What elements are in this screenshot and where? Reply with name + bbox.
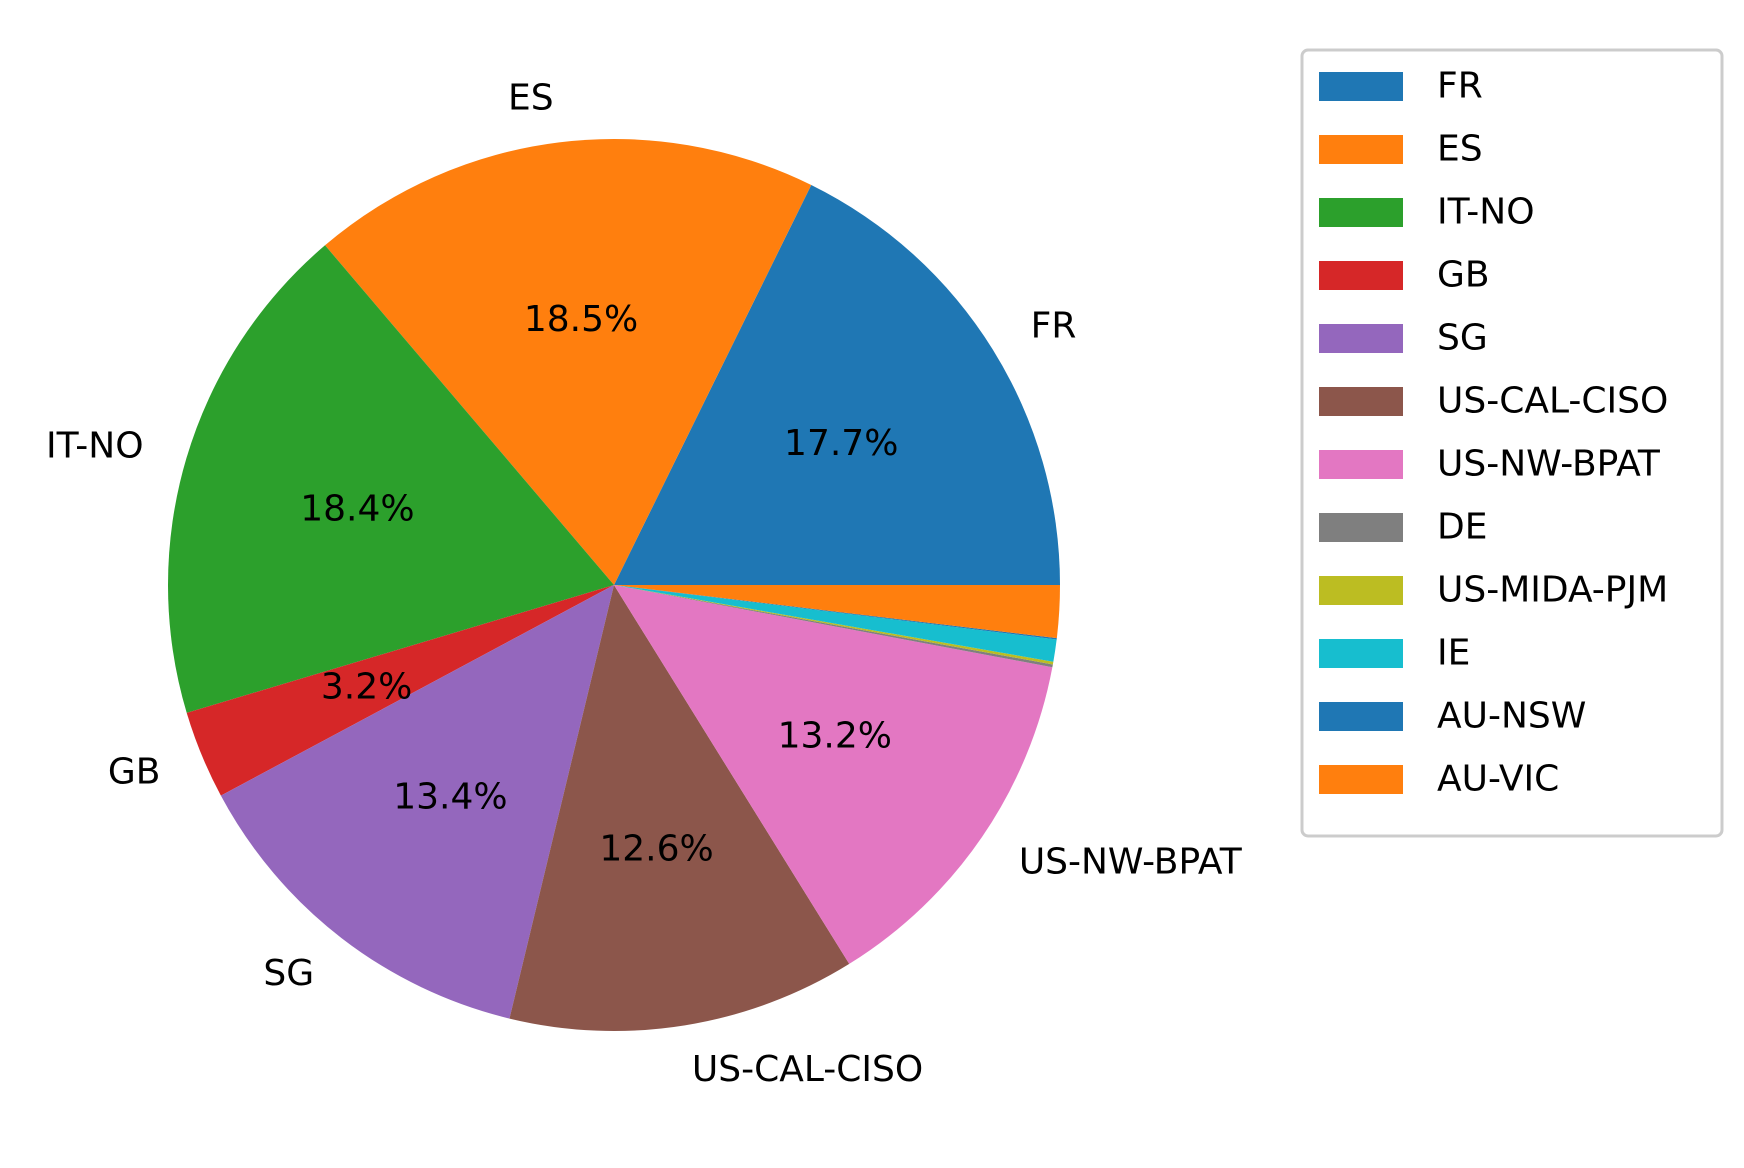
slice-label-es: ES bbox=[508, 78, 554, 119]
legend-swatch-de bbox=[1319, 513, 1403, 542]
pie-slice-sg bbox=[220, 585, 614, 1019]
legend: FR ES IT-NO GB SG US-CAL-CISO US-NW-BPAT DE US-M… bbox=[1300, 48, 1724, 838]
pie-slice-fr bbox=[614, 184, 1060, 586]
legend-frame bbox=[1300, 48, 1724, 838]
pie-slice-ie bbox=[614, 585, 1057, 662]
percent-label-us-cal-ciso: 12.6% bbox=[599, 829, 713, 870]
pie-slice-au-nsw bbox=[614, 585, 1057, 640]
legend-swatch-it-no bbox=[1319, 198, 1403, 227]
legend-swatch-es bbox=[1319, 135, 1403, 164]
legend-swatch-us-mida-pjm bbox=[1319, 576, 1403, 605]
pie-slice-us-mida-pjm bbox=[614, 585, 1054, 665]
legend-swatch-us-nw-bpat bbox=[1319, 450, 1403, 479]
legend-label-it-no: IT-NO bbox=[1437, 192, 1535, 233]
legend-swatch-au-vic bbox=[1319, 765, 1403, 794]
slice-label-us-nw-bpat: US-NW-BPAT bbox=[1019, 842, 1243, 883]
legend-label-us-nw-bpat: US-NW-BPAT bbox=[1437, 444, 1661, 485]
legend-label-au-nsw: AU-NSW bbox=[1437, 696, 1586, 737]
pie-slice-us-cal-ciso bbox=[509, 585, 850, 1031]
slice-labels: FR ES IT-NO GB SG US-CAL-CISO US-NW-BPAT bbox=[46, 78, 1243, 1090]
percent-label-it-no: 18.4% bbox=[300, 489, 414, 530]
legend-swatch-sg bbox=[1319, 324, 1403, 353]
legend-label-us-cal-ciso: US-CAL-CISO bbox=[1437, 381, 1668, 422]
pie-slice-de bbox=[614, 585, 1053, 668]
slice-label-gb: GB bbox=[108, 752, 161, 793]
legend-swatch-us-cal-ciso bbox=[1319, 387, 1403, 416]
legend-swatch-au-nsw bbox=[1319, 702, 1403, 731]
percent-label-sg: 13.4% bbox=[393, 776, 507, 817]
legend-label-us-mida-pjm: US-MIDA-PJM bbox=[1437, 570, 1668, 611]
legend-swatch-fr bbox=[1319, 72, 1403, 101]
slice-label-it-no: IT-NO bbox=[46, 425, 144, 466]
slice-label-fr: FR bbox=[1031, 305, 1077, 346]
pie-slice-gb bbox=[186, 585, 614, 796]
pie-slice-es bbox=[325, 138, 812, 585]
percent-label-gb: 3.2% bbox=[321, 667, 412, 708]
legend-swatch-gb bbox=[1319, 261, 1403, 290]
slice-label-sg: SG bbox=[263, 953, 314, 994]
legend-label-sg: SG bbox=[1437, 318, 1488, 359]
legend-swatch-ie bbox=[1319, 639, 1403, 668]
percent-label-us-nw-bpat: 13.2% bbox=[778, 716, 892, 757]
pie-slices bbox=[167, 138, 1060, 1031]
pie-slice-au-vic bbox=[614, 585, 1060, 639]
slice-label-us-cal-ciso: US-CAL-CISO bbox=[692, 1049, 923, 1090]
legend-label-fr: FR bbox=[1437, 66, 1483, 107]
legend-label-gb: GB bbox=[1437, 255, 1490, 296]
percent-label-es: 18.5% bbox=[524, 299, 638, 340]
pie-slice-it-no bbox=[167, 245, 614, 713]
percent-labels: 17.7% 18.5% 18.4% 3.2% 13.4% 12.6% 13.2% bbox=[300, 299, 898, 870]
legend-label-es: ES bbox=[1437, 129, 1483, 170]
legend-label-de: DE bbox=[1437, 507, 1487, 548]
legend-label-au-vic: AU-VIC bbox=[1437, 759, 1559, 800]
legend-label-ie: IE bbox=[1437, 633, 1470, 674]
percent-label-fr: 17.7% bbox=[784, 423, 898, 464]
pie-slice-us-nw-bpat bbox=[614, 585, 1053, 964]
